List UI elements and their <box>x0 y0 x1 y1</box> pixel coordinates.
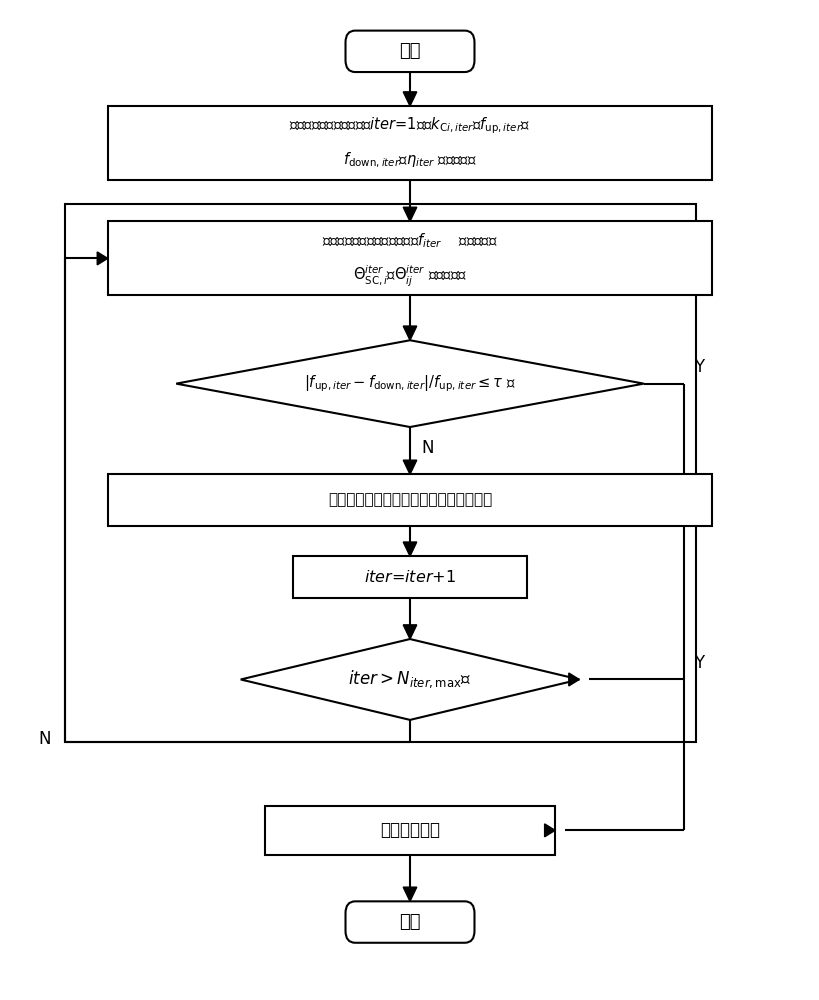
Text: 求解子问题，获得目标函数值$f_{iter}$    和对偶变量: 求解子问题，获得目标函数值$f_{iter}$ 和对偶变量 <box>322 231 497 250</box>
Polygon shape <box>403 625 416 639</box>
Text: 求解主问题，获得主问题的解并更新下界: 求解主问题，获得主问题的解并更新下界 <box>328 493 491 508</box>
Bar <box>265 806 554 855</box>
Text: $f_{\mathrm{down},iter}$，$\eta_{iter}$ 进行初始化: $f_{\mathrm{down},iter}$，$\eta_{iter}$ 进… <box>342 151 477 170</box>
Bar <box>107 474 712 526</box>
FancyBboxPatch shape <box>345 901 474 943</box>
Text: $\Theta_{\mathrm{SC},i}^{iter}$、$\Theta_{ij}^{iter}$ 并更新上界: $\Theta_{\mathrm{SC},i}^{iter}$、$\Theta_… <box>352 264 467 289</box>
Polygon shape <box>403 92 416 106</box>
Bar <box>65 204 695 742</box>
Bar <box>292 556 527 598</box>
Polygon shape <box>176 340 643 427</box>
Text: $|f_{\mathrm{up},iter}-f_{\mathrm{down},iter}|/f_{\mathrm{up},iter}\leq\tau$ ？: $|f_{\mathrm{up},iter}-f_{\mathrm{down},… <box>304 373 515 394</box>
Text: N: N <box>38 730 51 748</box>
Text: 输出优化结果: 输出优化结果 <box>379 821 440 839</box>
Polygon shape <box>403 542 416 556</box>
Polygon shape <box>403 207 416 221</box>
Polygon shape <box>403 326 416 340</box>
Polygon shape <box>403 887 416 901</box>
Text: $iter>N_{iter,\mathrm{max}}$？: $iter>N_{iter,\mathrm{max}}$？ <box>348 669 471 690</box>
Text: 结束: 结束 <box>399 913 420 931</box>
Text: 开始: 开始 <box>399 42 420 60</box>
Polygon shape <box>403 460 416 474</box>
Polygon shape <box>241 639 578 720</box>
FancyBboxPatch shape <box>345 31 474 72</box>
Bar <box>107 106 712 180</box>
Text: Y: Y <box>693 358 703 376</box>
Text: Y: Y <box>693 654 703 672</box>
Bar <box>107 221 712 295</box>
Text: $iter$=$iter$+1: $iter$=$iter$+1 <box>364 569 455 585</box>
Polygon shape <box>97 252 107 265</box>
Polygon shape <box>568 673 578 686</box>
Polygon shape <box>544 824 554 837</box>
Text: N: N <box>421 439 433 457</box>
Text: 输入配电网基本参数，令$iter$=1且对$k_{\mathrm{C}i,iter}$，$f_{\mathrm{up},iter}$，: 输入配电网基本参数，令$iter$=1且对$k_{\mathrm{C}i,ite… <box>289 115 530 136</box>
